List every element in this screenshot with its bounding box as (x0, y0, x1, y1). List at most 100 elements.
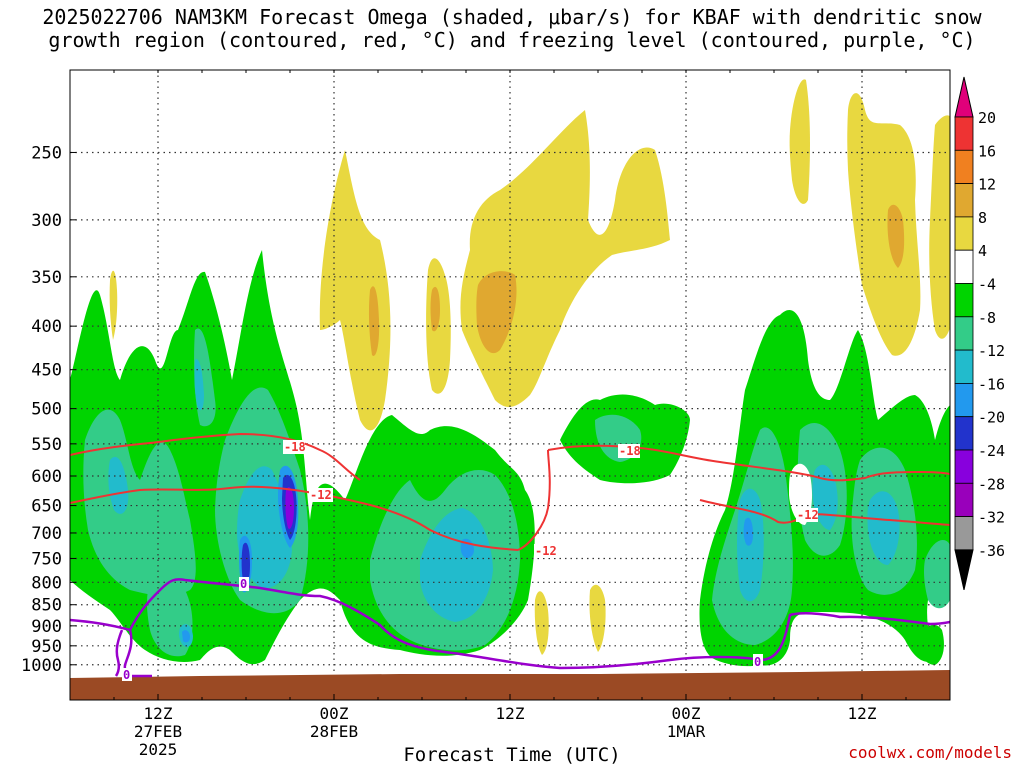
colorbar-label: -4 (978, 276, 996, 294)
contour-label-minus-12: -12 (535, 544, 557, 558)
omega-negative-region (194, 359, 204, 411)
colorbar-swatch (954, 283, 974, 318)
x-tick-label: 00Z (320, 704, 349, 723)
contour-minus-12-mid (517, 449, 551, 551)
contour-label-bg (796, 508, 818, 522)
x-tick-sublabel: 27FEB (134, 722, 182, 741)
omega-positive-region (534, 591, 549, 655)
title-line-1: 2025022706 NAM3KM Forecast Omega (shaded… (42, 5, 982, 29)
y-tick-label: 600 (31, 467, 62, 487)
omega-negative-region (867, 491, 900, 565)
omega-positive-region (589, 584, 606, 652)
x-tick-label: 12Z (144, 704, 173, 723)
contour-label-bg (753, 654, 763, 668)
y-tick-label: 800 (31, 573, 62, 593)
colorbar: 20 16 12 8 4 -4 -8 -12 -16 -20 -24 -28 -32 -36 (954, 76, 1005, 591)
y-tick-label: 350 (31, 268, 62, 288)
contour-label-minus-12: -12 (310, 488, 332, 502)
colorbar-swatch (954, 382, 974, 418)
x-tick-label: 00Z (672, 704, 701, 723)
omega-negative-region (83, 409, 196, 596)
y-tick-label: 700 (31, 524, 62, 544)
x-tick-label: 12Z (848, 704, 877, 723)
contour-label-zero: 0 (123, 668, 130, 682)
colorbar-top-arrow (954, 76, 974, 118)
contour-zero (70, 578, 950, 670)
y-tick-label: 1000 (21, 656, 62, 676)
y-tick-label: 250 (31, 143, 62, 163)
colorbar-label: 4 (978, 242, 987, 260)
y-tick-label: 950 (31, 637, 62, 657)
title-line-2: growth region (contoured, red, °C) and f… (48, 28, 976, 52)
omega-positive-region (789, 79, 810, 204)
omega-positive-region (476, 271, 517, 354)
contour-minus-12 (70, 485, 519, 551)
contour-labels: -18 -18 -12 -12 -12 0 0 0 (122, 440, 819, 682)
y-tick-label: 900 (31, 617, 62, 637)
y-tick-label: 450 (31, 361, 62, 381)
colorbar-label: -8 (978, 309, 996, 327)
y-axis: 2503003504004505005506006507007508008509… (21, 143, 76, 676)
colorbar-swatch (954, 249, 974, 284)
colorbar-label: -16 (978, 375, 1005, 393)
colorbar-label: -12 (978, 342, 1005, 360)
y-tick-label: 500 (31, 400, 62, 420)
colorbar-label: -36 (978, 542, 1005, 560)
omega-negative-region (108, 456, 129, 514)
x-axis-title: Forecast Time (UTC) (403, 744, 621, 766)
colorbar-label: 16 (978, 142, 996, 160)
contour-label-bg (618, 444, 640, 458)
colorbar-swatch (954, 516, 974, 551)
colorbar-label: 8 (978, 209, 987, 227)
colorbar-label: -20 (978, 409, 1005, 427)
omega-negative-region (420, 508, 493, 622)
contour-label-minus-18: -18 (284, 440, 306, 454)
omega-positive-region (430, 286, 440, 332)
colorbar-swatch (954, 149, 974, 185)
omega-positive-region (460, 110, 670, 407)
omega-positive-region (368, 286, 380, 356)
omega-negative-region (182, 630, 190, 643)
x-tick-sublabel: 28FEB (310, 722, 358, 741)
colorbar-label: 12 (978, 176, 996, 194)
y-tick-label: 850 (31, 596, 62, 616)
x-tick-sublabel: 1MAR (667, 722, 706, 741)
y-tick-label: 750 (31, 549, 62, 569)
omega-positive-region (887, 204, 905, 268)
contour-label-zero: 0 (754, 655, 761, 669)
contour-label-bg (283, 440, 305, 454)
colorbar-swatch (954, 216, 974, 251)
contour-label-bg (534, 544, 556, 558)
colorbar-label: -32 (978, 509, 1005, 527)
contour-label-bg (239, 577, 249, 591)
y-tick-label: 650 (31, 497, 62, 517)
colorbar-label: 20 (978, 109, 996, 127)
x-tick-sublabel: 2025 (139, 740, 178, 759)
colorbar-swatch (954, 183, 974, 218)
x-tick-label: 12Z (496, 704, 525, 723)
colorbar-bottom-arrow (954, 549, 974, 591)
omega-positive-region (109, 270, 118, 340)
contour-label-bg (122, 668, 132, 681)
footer-credit: coolwx.com/models (848, 743, 1012, 762)
colorbar-swatch (954, 482, 974, 517)
omega-positive-region (426, 258, 451, 394)
omega-positive-region (929, 115, 950, 339)
colorbar-label: -24 (978, 442, 1005, 460)
omega-shading (70, 79, 950, 667)
contour-minus-18 (70, 432, 361, 481)
omega-positive-region (847, 93, 921, 356)
colorbar-swatch (954, 316, 974, 351)
colorbar-label: -28 (978, 475, 1005, 493)
grid-lines (70, 70, 950, 700)
contour-label-bg (309, 488, 333, 502)
contour-label-minus-18: -18 (619, 444, 641, 458)
omega-negative-region (924, 540, 950, 609)
colorbar-swatch (954, 116, 974, 151)
colorbar-swatch (954, 349, 974, 384)
y-tick-label: 400 (31, 317, 62, 337)
ground-surface (70, 670, 950, 700)
contour-label-zero: 0 (240, 577, 247, 591)
